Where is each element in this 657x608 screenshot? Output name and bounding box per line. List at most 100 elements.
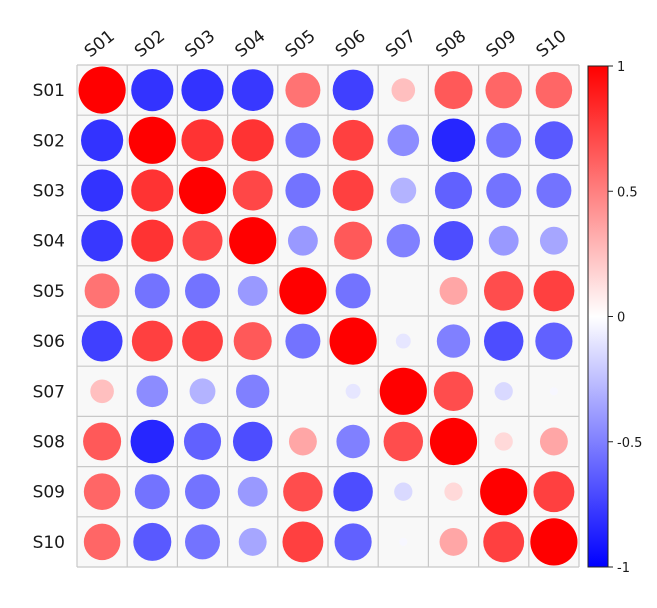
corr-circle-s06-s10 (535, 322, 573, 360)
corr-circle-s07-s10 (549, 387, 558, 396)
corr-circle-s06-s01 (81, 320, 123, 362)
colorbar-tick-label: 0 (617, 311, 625, 326)
corr-circle-s03-s09 (486, 173, 522, 208)
corr-circle-s05-s02 (134, 273, 170, 309)
corr-circle-s07-s04 (236, 374, 270, 408)
corr-circle-s04-s01 (81, 219, 123, 262)
corr-circle-s02-s01 (80, 119, 124, 162)
corr-circle-s10-s01 (83, 523, 121, 561)
corr-circle-s10-s07 (399, 537, 408, 546)
corr-circle-s03-s10 (536, 173, 572, 208)
corr-circle-s01-s04 (231, 69, 274, 111)
corr-circle-s10-s02 (133, 522, 172, 561)
corr-circle-s06-s04 (233, 322, 272, 361)
row-label: S05 (33, 282, 65, 302)
corr-circle-s02-s04 (231, 119, 274, 162)
corr-circle-s07-s09 (494, 382, 513, 401)
corr-circle-s05-s03 (185, 273, 220, 309)
corr-circle-s03-s04 (232, 170, 273, 211)
colorbar-tick-label: 1 (617, 60, 625, 75)
corr-circle-s05-s06 (335, 273, 371, 309)
corr-circle-s07-s06 (345, 383, 361, 399)
colorbar-tick-label: -1 (617, 561, 630, 576)
corr-circle-s06-s06 (329, 317, 377, 365)
corr-circle-s03-s07 (390, 177, 417, 204)
row-label: S04 (33, 232, 65, 252)
row-label: S06 (33, 332, 65, 352)
corr-circle-s06-s08 (436, 324, 471, 358)
row-label: S02 (33, 131, 65, 151)
row-label: S07 (33, 382, 65, 402)
corr-circle-s07-s07 (379, 367, 427, 415)
corr-circle-s03-s01 (80, 169, 124, 212)
corr-circle-s09-s02 (134, 474, 170, 510)
row-labels: S01 S02 S03 S04 S05 S06 S07 S08 S09 S10 (33, 81, 65, 553)
corr-circle-s01-s06 (332, 69, 374, 111)
corr-circle-s02-s05 (285, 122, 321, 158)
corr-circle-s08-s05 (288, 427, 317, 456)
corr-circle-s04-s08 (433, 220, 474, 261)
corr-circle-s02-s02 (128, 116, 176, 164)
corr-circle-s06-s09 (483, 321, 524, 361)
corr-circle-s04-s07 (386, 224, 420, 258)
row-label: S03 (33, 182, 65, 202)
corr-circle-s01-s09 (485, 71, 522, 109)
corr-circle-s01-s02 (131, 68, 174, 112)
corr-circle-s01-s08 (434, 71, 473, 110)
corr-circle-s10-s08 (439, 527, 468, 556)
corr-circle-s07-s03 (189, 378, 216, 405)
corr-circle-s10-s10 (530, 518, 578, 566)
corr-circle-s04-s06 (334, 221, 373, 260)
corr-circle-s02-s10 (534, 121, 573, 160)
row-label: S10 (33, 533, 65, 553)
corr-circle-s10-s06 (334, 523, 372, 561)
corr-circle-s09-s10 (533, 471, 575, 513)
corr-circle-s03-s08 (434, 171, 473, 210)
corr-circle-s10-s03 (185, 524, 220, 560)
colorbar-tick-label: 0.5 (617, 185, 638, 200)
corr-circle-s06-s02 (131, 320, 173, 362)
corr-circle-s08-s09 (494, 432, 513, 451)
corr-circle-s07-s02 (136, 375, 169, 408)
corr-circle-s04-s03 (182, 220, 223, 261)
corr-circle-s09-s09 (480, 468, 528, 516)
corr-circle-s03-s05 (285, 173, 321, 208)
corr-circle-s08-s04 (232, 421, 273, 462)
corr-circle-s03-s06 (332, 170, 374, 211)
corr-circle-s03-s02 (131, 169, 174, 212)
colorbar-tick-label: -0.5 (617, 436, 642, 451)
row-label: S09 (33, 483, 65, 503)
row-label: S08 (33, 433, 65, 453)
corr-circle-s10-s05 (282, 521, 324, 563)
corr-circle-s09-s08 (444, 482, 463, 501)
corr-circle-s09-s07 (394, 482, 413, 501)
grid-lines (76, 64, 580, 568)
corr-circle-s05-s10 (533, 270, 575, 312)
corr-circle-s10-s04 (238, 527, 267, 556)
corr-circle-s02-s07 (387, 124, 420, 157)
correlation-circles (78, 66, 578, 566)
corr-circle-s04-s09 (488, 225, 519, 256)
corr-circle-s01-s01 (78, 66, 126, 114)
corr-circle-s08-s02 (130, 419, 175, 464)
corr-circle-s08-s06 (336, 424, 370, 459)
corr-circle-s02-s03 (181, 119, 224, 162)
corr-circle-s09-s05 (283, 471, 323, 512)
corr-circle-s01-s05 (285, 72, 321, 108)
corr-circle-s09-s06 (333, 471, 373, 512)
corr-circle-s05-s04 (237, 275, 268, 306)
corr-circle-s08-s07 (383, 421, 424, 462)
corr-circle-s07-s08 (433, 371, 474, 412)
corr-circle-s01-s07 (391, 78, 416, 102)
corr-circle-s08-s10 (539, 427, 568, 456)
corr-circle-s08-s08 (429, 417, 478, 466)
corr-circle-s08-s03 (183, 422, 222, 461)
corr-circle-s07-s01 (90, 379, 114, 404)
corr-circle-s08-s01 (83, 422, 122, 461)
colorbar-gradient (587, 65, 609, 568)
corr-circle-s09-s01 (83, 473, 121, 510)
corr-circle-s05-s09 (483, 271, 524, 311)
corr-circle-s02-s06 (332, 119, 374, 161)
corr-circle-s02-s08 (431, 118, 476, 163)
